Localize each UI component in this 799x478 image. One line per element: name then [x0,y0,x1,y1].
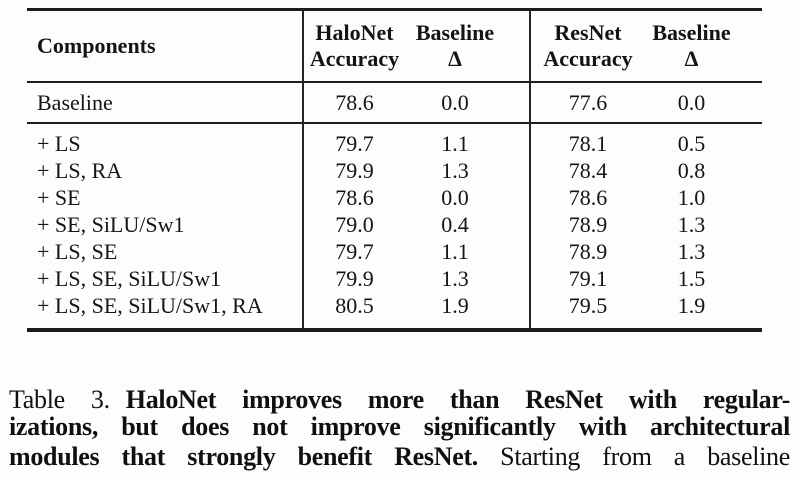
cell-resnet-delta: 1.0 [677,184,706,210]
cell-halonet-delta: 0.0 [441,184,469,210]
cell-resnet-accuracy: 79.5 [529,292,645,330]
results-table: Components HaloNet Accuracy Baseline Δ R… [27,8,762,332]
cell-components: + LS, SE [37,238,118,264]
caption-bold-text-3: modules that strongly benefit ResNet. [9,442,478,471]
cell-resnet-delta: 0.5 [677,130,706,156]
header-resnet-accuracy: ResNet Accuracy [529,9,645,82]
cell-components: + LS, SE, SiLU/Sw1, RA [37,292,263,318]
cell-halonet-accuracy: 78.6 [302,184,405,211]
cell-components: + LS, RA [37,157,123,183]
cell-halonet-delta: 1.9 [441,292,469,318]
cell-components: + SE, SiLU/Sw1 [37,211,185,237]
caption-line-2: izations, but does not improve significa… [9,413,790,440]
cell-halonet-accuracy: 79.7 [302,238,405,265]
cell-resnet-delta: 1.3 [677,238,706,264]
ablation-section: + LS 79.7 1.1 78.1 0.5 + LS, RA 79.9 1.3… [27,123,762,330]
delta-symbol: Δ [684,46,699,71]
cell-halonet-accuracy: 79.9 [302,265,405,292]
table-row: + LS, RA 79.9 1.3 78.4 0.8 [27,157,762,184]
header-baseline-delta-halonet: Baseline Δ [405,10,530,83]
cell-halonet-delta: 0.4 [441,211,469,237]
cell-resnet-accuracy: 78.9 [529,238,645,265]
header-halonet-accuracy: HaloNet Accuracy [302,9,405,82]
header-baseline-delta-resnet: Baseline Δ [645,10,762,83]
cell-halonet-delta: 1.1 [441,238,469,264]
header-baseline-label: Baseline [415,20,495,45]
header-halonet-line2: Accuracy [309,46,400,71]
cell-resnet-accuracy: 77.6 [529,82,645,123]
cell-components: + SE [37,184,81,210]
caption-line-1: Table 3. HaloNet improves more than ResNe… [9,386,790,413]
cell-halonet-accuracy: 79.9 [302,157,405,184]
cell-components: + LS, SE, SiLU/Sw1 [37,265,222,291]
table-caption: Table 3. HaloNet improves more than ResNe… [9,386,790,470]
cell-resnet-delta: 1.5 [677,265,706,291]
header-resnet-line1: ResNet [554,20,622,45]
table-row: + SE 78.6 0.0 78.6 1.0 [27,184,762,211]
caption-bold-text-1: HaloNet improves more than ResNet with r… [125,385,791,414]
cell-resnet-delta: 0.0 [677,89,706,115]
cell-halonet-accuracy: 80.5 [302,292,405,330]
cell-halonet-delta: 1.1 [441,130,469,156]
cell-resnet-accuracy: 78.6 [529,184,645,211]
cell-resnet-accuracy: 78.9 [529,211,645,238]
cell-halonet-delta: 1.3 [441,157,469,183]
table-row: Baseline 78.6 0.0 77.6 0.0 [27,82,762,123]
cell-components: Baseline [37,89,113,115]
baseline-section: Baseline 78.6 0.0 77.6 0.0 [27,82,762,123]
table-row: + LS, SE 79.7 1.1 78.9 1.3 [27,238,762,265]
cell-halonet-accuracy: 79.7 [302,123,405,157]
cell-resnet-accuracy: 79.1 [529,265,645,292]
cell-resnet-delta: 0.8 [677,157,706,183]
cell-resnet-delta: 1.3 [677,211,706,237]
table-header: Components HaloNet Accuracy Baseline Δ R… [27,9,762,83]
delta-symbol: Δ [448,46,462,71]
cell-resnet-accuracy: 78.1 [529,123,645,157]
table-row: + SE, SiLU/Sw1 79.0 0.4 78.9 1.3 [27,211,762,238]
header-row: Components HaloNet Accuracy Baseline Δ R… [27,9,762,83]
caption-label: Table 3. [9,385,110,414]
caption-bold-text-2: izations, but does not improve significa… [9,412,790,441]
header-components: Components [37,33,156,58]
cell-halonet-delta: 0.0 [441,89,469,115]
cell-halonet-delta: 1.3 [441,265,469,291]
caption-line-3: modules that strongly benefit ResNet. St… [9,443,790,470]
cell-halonet-accuracy: 79.0 [302,211,405,238]
cell-components: + LS [37,130,81,156]
cell-halonet-accuracy: 78.6 [302,82,405,123]
header-resnet-line2: Accuracy [543,46,633,71]
cell-resnet-delta: 1.9 [677,292,706,318]
caption-normal-text: Starting from a baseline [500,442,790,471]
cell-resnet-accuracy: 78.4 [529,157,645,184]
table-row: + LS, SE, SiLU/Sw1 79.9 1.3 79.1 1.5 [27,265,762,292]
header-baseline-label: Baseline [652,20,731,45]
table-row: + LS 79.7 1.1 78.1 0.5 [27,123,762,157]
table-row: + LS, SE, SiLU/Sw1, RA 80.5 1.9 79.5 1.9 [27,292,762,330]
header-halonet-line1: HaloNet [315,20,394,45]
